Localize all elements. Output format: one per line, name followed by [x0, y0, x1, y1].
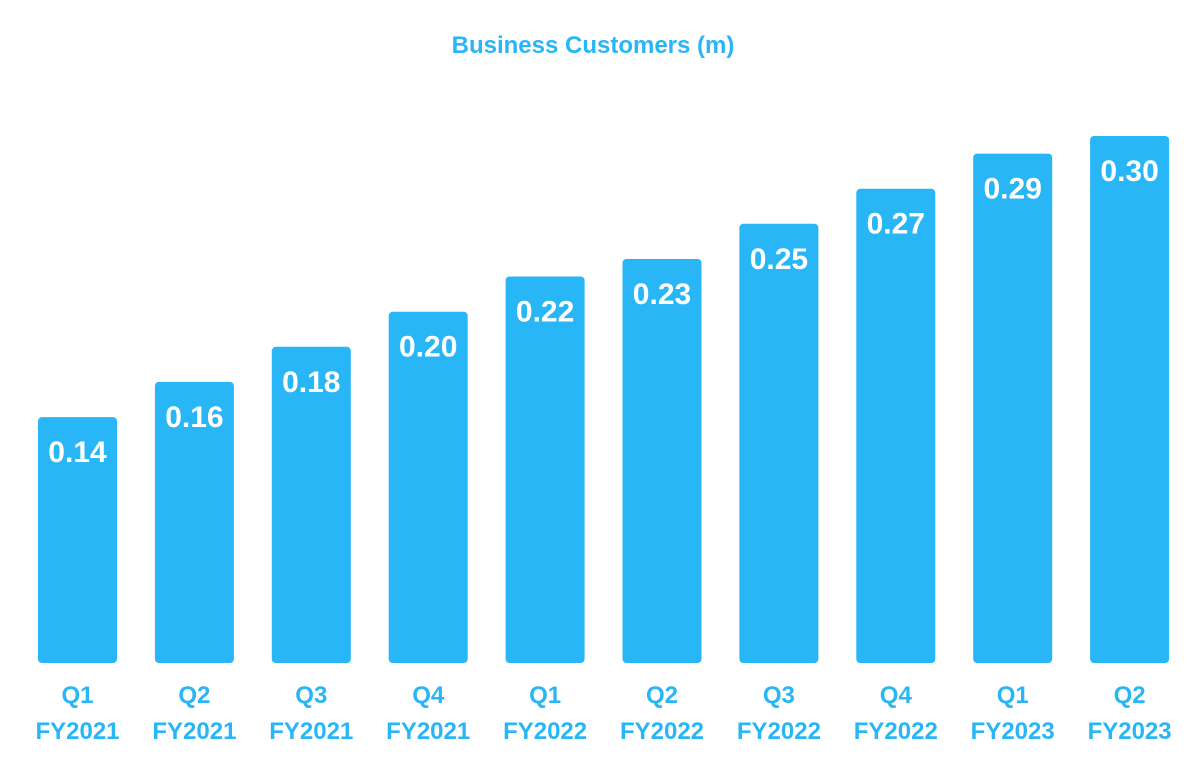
bar — [154, 381, 234, 663]
bar — [973, 153, 1053, 663]
bar — [505, 276, 585, 663]
bars-group — [38, 136, 1170, 664]
bar-value-label: 0.23 — [633, 278, 691, 311]
bar-value-label: 0.30 — [1100, 155, 1158, 188]
x-tick-year: FY2022 — [737, 718, 821, 745]
x-tick-year: FY2022 — [503, 718, 587, 745]
x-tick-label: Q4 FY2021 — [386, 682, 470, 745]
bar — [622, 259, 702, 663]
bar — [271, 346, 351, 663]
x-tick-year: FY2023 — [971, 718, 1055, 745]
bar-value-label: 0.25 — [750, 243, 808, 276]
x-tick-quarter: Q2 — [178, 682, 210, 709]
x-tick-label: Q3 FY2021 — [269, 682, 353, 745]
bar-value-label: 0.29 — [984, 173, 1042, 206]
bar — [388, 311, 468, 663]
bar — [739, 223, 819, 664]
value-labels-group: 0.14 0.16 0.18 0.20 0.22 0.23 0.25 0.27 0.29 0.30 — [48, 155, 1158, 469]
x-tick-label: Q4 FY2022 — [854, 682, 938, 745]
x-tick-label: Q1 FY2022 — [503, 682, 587, 745]
bar-value-label: 0.20 — [399, 331, 457, 364]
bar — [38, 417, 117, 663]
x-tick-year: FY2021 — [152, 718, 236, 745]
x-tick-quarter: Q3 — [295, 682, 327, 709]
x-tick-label: Q1 FY2023 — [971, 682, 1055, 745]
bar-value-label: 0.22 — [516, 296, 574, 329]
x-tick-year: FY2021 — [386, 718, 470, 745]
x-tick-quarter: Q1 — [529, 682, 561, 709]
x-tick-quarter: Q1 — [997, 682, 1029, 709]
bar-value-label: 0.14 — [48, 436, 107, 469]
x-tick-year: FY2021 — [269, 718, 353, 745]
x-tick-quarter: Q4 — [880, 682, 913, 709]
x-tick-label: Q2 FY2022 — [620, 682, 704, 745]
bar-value-label: 0.16 — [165, 401, 223, 434]
x-tick-year: FY2023 — [1088, 718, 1172, 745]
x-tick-quarter: Q3 — [763, 682, 795, 709]
x-tick-year: FY2022 — [854, 718, 938, 745]
x-axis-labels: Q1 FY2021 Q2 FY2021 Q3 FY2021 Q4 FY2021 Q1 FY2022… — [35, 682, 1171, 745]
bar — [1090, 136, 1170, 663]
x-tick-label: Q1 FY2021 — [35, 682, 119, 745]
chart-title: Business Customers (m) — [451, 32, 735, 59]
x-tick-label: Q2 FY2023 — [1088, 682, 1172, 745]
x-tick-quarter: Q4 — [412, 682, 445, 709]
x-tick-year: FY2021 — [35, 718, 119, 745]
bar-value-label: 0.18 — [282, 366, 340, 399]
x-tick-year: FY2022 — [620, 718, 704, 745]
x-tick-label: Q3 FY2022 — [737, 682, 821, 745]
bar-value-label: 0.27 — [867, 208, 925, 241]
x-tick-quarter: Q2 — [646, 682, 678, 709]
x-tick-quarter: Q1 — [61, 682, 93, 709]
bar — [856, 188, 936, 663]
x-tick-quarter: Q2 — [1114, 682, 1146, 709]
x-tick-label: Q2 FY2021 — [152, 682, 236, 745]
